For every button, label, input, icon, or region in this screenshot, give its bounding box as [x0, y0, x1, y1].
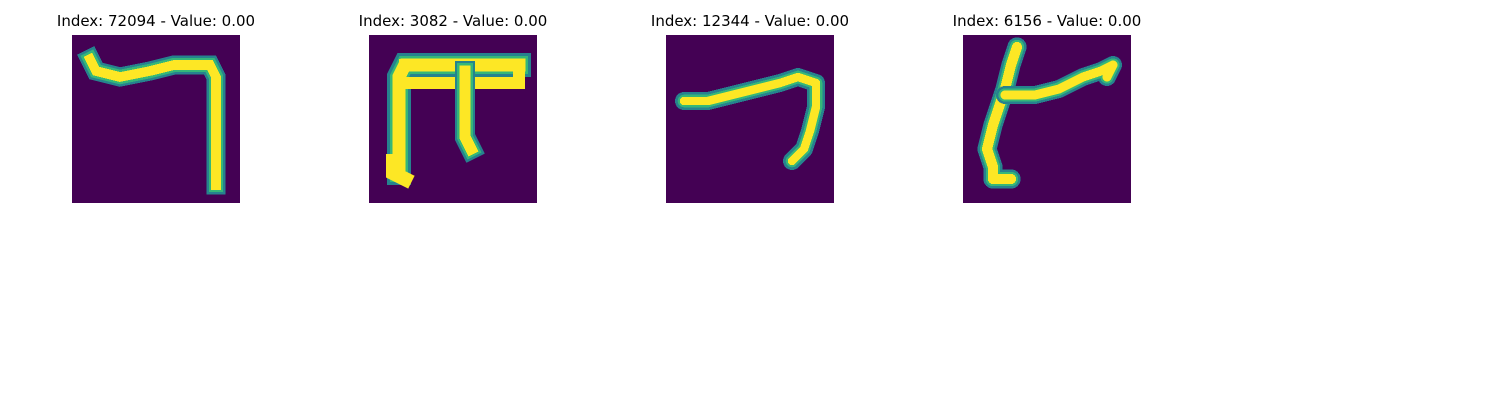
character-glyph-3: [666, 35, 834, 203]
character-image-4: [963, 35, 1131, 203]
character-image-3: [666, 35, 834, 203]
panel-title: Index: 6156 - Value: 0.00: [952, 12, 1142, 30]
panel-title: Index: 3082 - Value: 0.00: [358, 12, 548, 30]
character-glyph-2: [369, 35, 537, 203]
panel-title: Index: 72094 - Value: 0.00: [56, 12, 256, 30]
character-glyph-1: [72, 35, 240, 203]
image-panel-3: Index: 12344 - Value: 0.00: [600, 0, 900, 210]
image-panel-1: Index: 72094 - Value: 0.00: [6, 0, 306, 210]
character-image-2: [369, 35, 537, 203]
panel-title: Index: 12344 - Value: 0.00: [650, 12, 850, 30]
character-glyph-4: [963, 35, 1131, 203]
image-panel-4: Index: 6156 - Value: 0.00: [897, 0, 1197, 210]
image-panel-2: Index: 3082 - Value: 0.00: [303, 0, 603, 210]
character-image-1: [72, 35, 240, 203]
